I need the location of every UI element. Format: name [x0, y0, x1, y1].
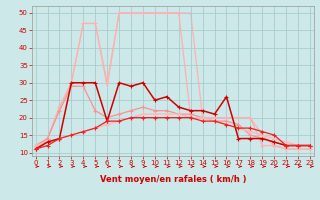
- X-axis label: Vent moyen/en rafales ( km/h ): Vent moyen/en rafales ( km/h ): [100, 174, 246, 184]
